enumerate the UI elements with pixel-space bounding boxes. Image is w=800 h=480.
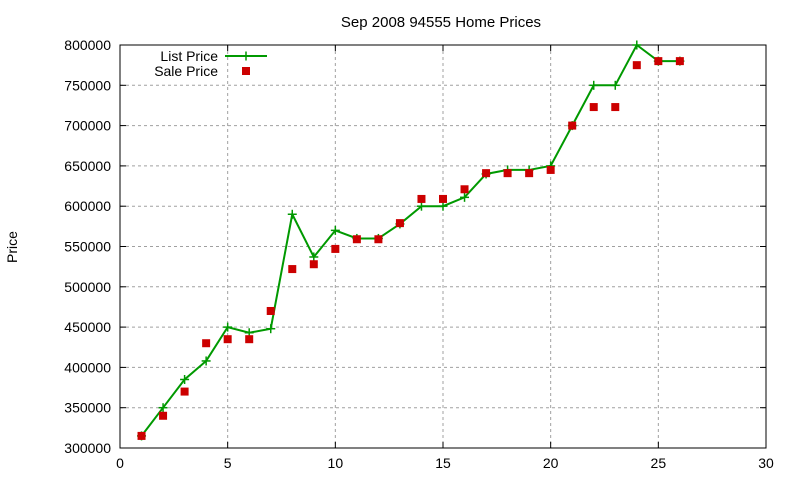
y-tick-label: 550000 [64, 239, 111, 255]
y-tick-label: 600000 [64, 198, 111, 214]
sale-price-point [503, 169, 512, 178]
y-tick-label: 400000 [64, 359, 111, 375]
chart-title: Sep 2008 94555 Home Prices [341, 14, 541, 31]
sale-price-point [632, 61, 641, 70]
x-tick-label: 25 [651, 455, 667, 471]
series-sale-price [137, 57, 684, 440]
sale-price-point [439, 194, 447, 203]
y-tick-label: 700000 [64, 118, 111, 134]
sale-price-point [245, 335, 254, 344]
list-price-point [158, 403, 168, 413]
legend-label-list-price: List Price [160, 48, 218, 64]
list-price-point [460, 192, 470, 202]
list-price-point [589, 80, 599, 90]
list-price-point [180, 374, 190, 384]
series-list-price [137, 40, 685, 441]
y-tick-label: 800000 [64, 37, 111, 53]
sale-price-point [288, 265, 297, 274]
x-tick-label: 0 [116, 455, 124, 471]
list-price-line [140, 43, 680, 437]
sale-price-point [137, 431, 146, 440]
legend-swatch-plus [241, 51, 251, 61]
list-price-point [610, 80, 620, 90]
legend-label-sale-price: Sale Price [154, 63, 218, 79]
sale-price-point [568, 121, 577, 130]
sale-price-point [654, 57, 663, 66]
sale-price-point [611, 103, 620, 112]
legend-swatch-square [242, 67, 250, 75]
list-price-point [309, 252, 319, 262]
y-tick-label: 650000 [64, 158, 111, 174]
list-price-point [201, 356, 211, 366]
sale-price-point [460, 185, 469, 194]
x-tick-label: 20 [543, 455, 559, 471]
sale-price-point [589, 103, 598, 112]
sale-price-point [546, 165, 555, 174]
sale-price-point [482, 169, 491, 178]
sale-price-point [374, 235, 383, 244]
y-tick-label: 350000 [64, 400, 111, 416]
y-tick-label: 300000 [64, 440, 111, 456]
x-tick-label: 10 [328, 455, 344, 471]
sale-price-point [180, 387, 189, 396]
x-tick-label: 5 [224, 455, 232, 471]
sale-price-point [159, 411, 168, 420]
y-tick-label: 450000 [64, 319, 111, 335]
list-price-point [632, 40, 642, 50]
list-price-point [416, 201, 426, 211]
list-price-point [438, 201, 448, 211]
sale-price-point [675, 57, 684, 66]
sale-price-point [331, 244, 340, 253]
x-tick-label: 15 [435, 455, 451, 471]
y-tick-label: 500000 [64, 279, 111, 295]
sale-price-point [202, 339, 211, 348]
y-axis-label: Price [4, 231, 20, 263]
sale-price-point [395, 219, 404, 228]
series-layer [137, 40, 685, 441]
x-tick-label: 30 [758, 455, 774, 471]
list-price-point [266, 324, 276, 334]
list-price-point [287, 209, 297, 219]
list-price-point [223, 322, 233, 332]
axis-ticks: 0 5 10 15 20 25 30 300000 350000 400000 450000 5000… [64, 37, 774, 471]
y-tick-label: 750000 [64, 77, 111, 93]
sale-price-point [525, 169, 534, 178]
list-price-point [330, 225, 340, 235]
sale-price-point [223, 335, 232, 344]
sale-price-point [266, 306, 275, 315]
sale-price-point [417, 194, 426, 203]
sale-price-point [352, 235, 361, 244]
sale-price-point [309, 260, 318, 269]
grid-layer [120, 45, 766, 448]
